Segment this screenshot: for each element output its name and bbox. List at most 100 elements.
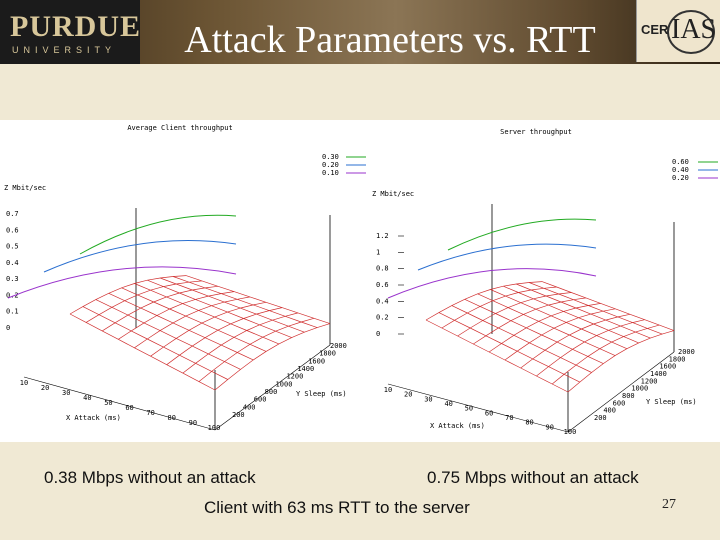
x-tick-label: 90 bbox=[189, 419, 197, 427]
purdue-logo-subtext: UNIVERSITY bbox=[12, 45, 117, 55]
y-axis-label: Y Sleep (ms) bbox=[296, 390, 347, 398]
x-tick-label: 30 bbox=[62, 389, 70, 397]
surface-grid-line bbox=[528, 282, 663, 335]
surface-grid-line bbox=[457, 292, 572, 337]
surface-grid-line bbox=[198, 317, 315, 382]
surface-grid-line bbox=[490, 289, 628, 350]
surface-grid-line bbox=[425, 281, 543, 321]
legend-label: 0.60 bbox=[672, 158, 689, 166]
plot-area: Average Client throughput Z Mbit/sec 0.7 0.… bbox=[0, 120, 720, 442]
x-tick-label: 40 bbox=[83, 394, 91, 402]
x-axis-line bbox=[387, 383, 569, 433]
surface-grid-line bbox=[451, 305, 592, 373]
chart-title: Server throughput bbox=[500, 128, 572, 136]
x-tick-label: 70 bbox=[505, 414, 513, 422]
x-axis-label: X Attack (ms) bbox=[430, 422, 485, 430]
caption-right: 0.75 Mbps without an attack bbox=[427, 468, 639, 487]
y-tick-label: 400 bbox=[243, 403, 256, 411]
y-tick-label: 800 bbox=[265, 388, 278, 396]
cerias-logo: CER IAS bbox=[636, 0, 720, 62]
y-axis-label: Y Sleep (ms) bbox=[646, 398, 697, 406]
x-axis-label: X Attack (ms) bbox=[66, 414, 121, 422]
y-tick-label: 1600 bbox=[659, 363, 676, 371]
z-tick-label: 0.5 bbox=[6, 243, 19, 251]
z-tick-label: 0.2 bbox=[376, 314, 389, 322]
surface-grid-line bbox=[551, 324, 660, 385]
z-tick-label: 0.4 bbox=[6, 259, 19, 267]
y-tick-label: 1600 bbox=[308, 357, 325, 365]
z-tick-label: 0 bbox=[376, 330, 380, 338]
surface-grid-line bbox=[438, 312, 580, 383]
surface-grid-line bbox=[477, 293, 616, 356]
contour-line bbox=[387, 268, 597, 299]
surface-grid-line bbox=[172, 276, 318, 328]
surface-grid-line bbox=[85, 280, 203, 323]
y-tick-label: 2000 bbox=[678, 348, 695, 356]
y-tick-label: 1000 bbox=[276, 380, 293, 388]
x-tick-label: 90 bbox=[546, 423, 554, 431]
surface-grid-line bbox=[150, 301, 267, 357]
surface-grid-line bbox=[464, 298, 604, 364]
y-axis-line bbox=[214, 344, 331, 431]
surface-grid-line bbox=[425, 319, 569, 393]
surface-grid-line bbox=[567, 330, 675, 393]
surface-grid-line bbox=[441, 286, 557, 329]
surface-grid-line bbox=[536, 319, 645, 377]
surface-grid-line bbox=[541, 281, 675, 331]
y-tick-label: 600 bbox=[613, 399, 626, 407]
y-tick-label: 1000 bbox=[631, 385, 648, 393]
legend-label: 0.30 bbox=[322, 153, 339, 161]
x-tick-label: 60 bbox=[485, 409, 493, 417]
z-tick-label: 1 bbox=[376, 248, 380, 256]
purdue-logo-wordmark: PURDUE bbox=[10, 10, 141, 43]
purdue-logo: PURDUE UNIVERSITY bbox=[0, 0, 140, 64]
contour-line bbox=[43, 240, 237, 273]
surface-grid-line bbox=[95, 299, 241, 370]
y-tick-label: 1800 bbox=[669, 355, 686, 363]
legend-label: 0.20 bbox=[672, 174, 689, 182]
slide-header: PURDUE UNIVERSITY Attack Parameters vs. … bbox=[0, 0, 720, 64]
y-tick-label: 1200 bbox=[286, 373, 303, 381]
z-tick-label: 0.8 bbox=[376, 265, 389, 273]
x-tick-label: 10 bbox=[384, 386, 392, 394]
z-tick-label: 0.3 bbox=[6, 275, 19, 283]
server-throughput-chart: Server throughput Z Mbit/sec 1.2 1 0.8 0.6 0.4… bbox=[372, 128, 718, 436]
z-tick-label: 0.2 bbox=[6, 291, 19, 299]
y-tick-label: 1200 bbox=[641, 377, 658, 385]
y-tick-label: 200 bbox=[594, 414, 607, 422]
z-tick-label: 0.6 bbox=[376, 281, 389, 289]
y-tick-label: 600 bbox=[254, 396, 267, 404]
surface-grid-line bbox=[118, 291, 235, 340]
legend-label: 0.40 bbox=[672, 166, 689, 174]
cerias-logo-ring-icon bbox=[667, 10, 715, 54]
y-tick-label: 1800 bbox=[319, 350, 336, 358]
z-tick-label: 0.1 bbox=[6, 308, 19, 316]
x-tick-label: 100 bbox=[208, 424, 221, 432]
x-tick-label: 50 bbox=[465, 405, 473, 413]
z-tick-label: 0.7 bbox=[6, 210, 19, 218]
z-axis-label: Z Mbit/sec bbox=[4, 184, 46, 192]
surface-grid-line bbox=[520, 313, 631, 369]
surface-grid-line bbox=[504, 308, 616, 361]
x-axis-line bbox=[23, 376, 216, 431]
x-tick-label: 70 bbox=[146, 409, 154, 417]
legend-label: 0.10 bbox=[322, 169, 339, 177]
contour-line bbox=[7, 266, 237, 299]
cerias-logo-cer: CER bbox=[641, 22, 669, 37]
surface-grid-line bbox=[185, 275, 331, 324]
surface-grid-line bbox=[214, 323, 331, 391]
y-tick-label: 2000 bbox=[330, 342, 347, 350]
client-throughput-chart: Average Client throughput Z Mbit/sec 0.7 0.… bbox=[4, 124, 366, 432]
y-tick-label: 200 bbox=[232, 411, 245, 419]
y-tick-label: 1400 bbox=[650, 370, 667, 378]
x-tick-label: 30 bbox=[424, 395, 432, 403]
surface-grid-line bbox=[121, 287, 267, 352]
surface-grid-line bbox=[516, 283, 651, 339]
x-tick-label: 80 bbox=[525, 419, 533, 427]
x-tick-label: 20 bbox=[404, 391, 412, 399]
legend-label: 0.20 bbox=[322, 161, 339, 169]
x-tick-label: 50 bbox=[104, 399, 112, 407]
z-tick-label: 0 bbox=[6, 324, 10, 332]
slide-number: 27 bbox=[662, 497, 676, 512]
z-tick-label: 0.6 bbox=[6, 226, 19, 234]
